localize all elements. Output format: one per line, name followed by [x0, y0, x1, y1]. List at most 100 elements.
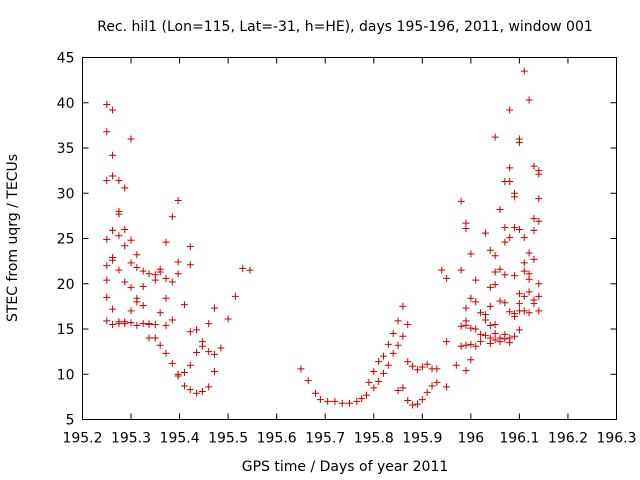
data-point: [133, 321, 141, 329]
data-point: [467, 340, 475, 348]
data-point: [404, 358, 412, 366]
data-point: [452, 361, 460, 369]
data-point: [511, 310, 519, 318]
data-point: [511, 193, 519, 201]
data-point: [394, 341, 402, 349]
data-point: [530, 162, 538, 170]
data-point: [525, 309, 533, 317]
data-point: [472, 298, 480, 306]
data-point: [399, 384, 407, 392]
data-point: [404, 396, 412, 404]
data-point: [151, 334, 159, 342]
data-point: [180, 301, 188, 309]
data-point: [530, 215, 538, 223]
data-point: [198, 342, 206, 350]
data-point: [145, 320, 153, 328]
data-point: [525, 275, 533, 283]
data-point: [217, 344, 225, 352]
data-point: [379, 369, 387, 377]
data-point: [115, 210, 123, 218]
x-tick-label: 195.3: [111, 431, 151, 447]
data-point: [511, 224, 519, 232]
data-point: [506, 234, 514, 242]
data-point: [162, 321, 170, 329]
axis-ticks: 195.2 195.3 195.4 195.5 195.6 195.7 195.8 195.9…: [57, 51, 637, 447]
data-point: [506, 106, 514, 114]
data-point: [103, 128, 111, 136]
x-tick-label: 195.7: [305, 431, 345, 447]
data-point: [338, 399, 346, 407]
data-point: [127, 236, 135, 244]
data-point: [491, 133, 499, 141]
data-point: [423, 360, 431, 368]
data-point: [423, 388, 431, 396]
data-point: [121, 278, 129, 286]
data-point: [109, 256, 117, 264]
y-axis-label: STEC from uqrg / TECUs: [5, 154, 21, 322]
y-tick-label: 30: [57, 186, 75, 202]
data-point: [103, 235, 111, 243]
data-point: [443, 383, 451, 391]
data-point: [103, 293, 111, 301]
data-point: [151, 276, 159, 284]
data-point: [472, 325, 480, 333]
data-point: [109, 106, 117, 114]
y-tick-label: 40: [57, 96, 75, 112]
data-point: [428, 382, 436, 390]
data-point: [486, 339, 494, 347]
data-point: [370, 368, 378, 376]
data-point: [109, 320, 117, 328]
data-point: [506, 308, 514, 316]
data-point: [139, 267, 147, 275]
data-point: [156, 341, 164, 349]
data-point: [394, 317, 402, 325]
data-point: [462, 321, 470, 329]
data-point: [501, 224, 509, 232]
data-point: [168, 316, 176, 324]
data-point: [151, 320, 159, 328]
data-point: [145, 334, 153, 342]
data-point: [109, 226, 117, 234]
data-point: [127, 135, 135, 143]
data-point: [121, 225, 129, 233]
data-point: [304, 377, 312, 385]
data-point: [358, 395, 366, 403]
data-point: [162, 349, 170, 357]
data-point: [486, 321, 494, 329]
data-point: [174, 372, 182, 380]
data-point: [511, 332, 519, 340]
data-point: [103, 101, 111, 109]
data-point: [115, 232, 123, 240]
data-point: [186, 386, 194, 394]
data-point: [384, 340, 392, 348]
data-point: [121, 318, 129, 326]
data-point: [180, 368, 188, 376]
data-point: [462, 225, 470, 233]
data-point: [127, 307, 135, 315]
data-point: [375, 358, 383, 366]
data-point: [530, 226, 538, 234]
y-tick-label: 45: [57, 51, 75, 67]
data-point: [174, 258, 182, 266]
data-point: [496, 338, 504, 346]
data-point: [462, 367, 470, 375]
data-point: [535, 195, 543, 203]
data-point: [205, 320, 213, 328]
data-point: [481, 316, 489, 324]
data-point: [491, 252, 499, 260]
data-point: [467, 250, 475, 258]
x-tick-label: 196.3: [596, 431, 636, 447]
y-tick-label: 25: [57, 232, 75, 248]
data-point: [535, 292, 543, 300]
data-point: [486, 302, 494, 310]
data-point: [246, 266, 254, 274]
data-point: [312, 389, 320, 397]
data-point: [109, 305, 117, 313]
data-point: [467, 356, 475, 364]
data-point: [438, 266, 446, 274]
data-point: [496, 297, 504, 305]
data-point: [375, 377, 383, 385]
data-point: [418, 396, 426, 404]
data-point: [211, 350, 219, 358]
